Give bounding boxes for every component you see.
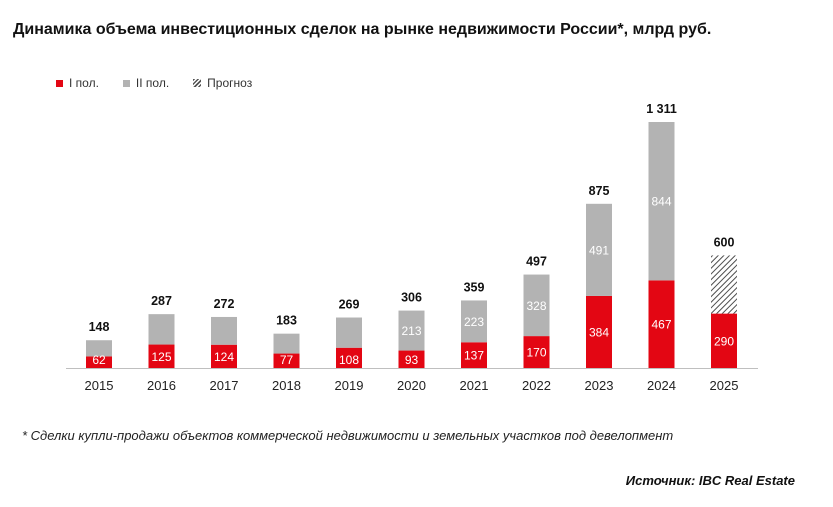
label-h1-2018: 77 bbox=[280, 353, 294, 367]
total-label-2020: 306 bbox=[401, 291, 422, 305]
bar-h1-2023 bbox=[586, 295, 612, 368]
x-tick-label-2019: 2019 bbox=[335, 378, 364, 393]
x-tick-label-2022: 2022 bbox=[522, 378, 551, 393]
bar-h1-2016 bbox=[148, 344, 175, 368]
x-tick-label-2020: 2020 bbox=[397, 378, 426, 393]
legend-item-h1: I пол. bbox=[56, 76, 99, 90]
legend-item-forecast: Прогноз bbox=[193, 76, 252, 90]
label-h2-2023: 491 bbox=[589, 243, 609, 257]
label-h2-2020: 213 bbox=[401, 324, 421, 338]
bar-forecast-2025 bbox=[711, 255, 737, 314]
total-label-2021: 359 bbox=[464, 280, 485, 294]
bar-chart: 62 148 2015 125 287 2016 124 272 2017 77 183 2018 10… bbox=[66, 102, 758, 393]
legend-swatch-forecast bbox=[193, 79, 202, 87]
legend-item-h2: II пол. bbox=[122, 76, 170, 90]
bar-h1-2025 bbox=[711, 313, 737, 368]
legend-label-h2: II пол. bbox=[135, 76, 170, 90]
bar-h2-2022 bbox=[523, 274, 550, 337]
bar-h1-2020 bbox=[398, 350, 425, 368]
footnote: * Сделки купли-продажи объектов коммерче… bbox=[22, 428, 674, 443]
legend-swatch-h2 bbox=[122, 79, 130, 87]
total-label-2024: 1 311 bbox=[646, 102, 677, 116]
chart-legend: I пол. II пол. Прогноз bbox=[56, 76, 276, 90]
label-h1-2024: 467 bbox=[651, 318, 671, 332]
bar-h2-2017 bbox=[211, 316, 237, 345]
total-label-2015: 148 bbox=[89, 320, 110, 334]
legend-label-h1: I пол. bbox=[69, 76, 99, 90]
bar-h2-2019 bbox=[336, 317, 362, 348]
x-tick-label-2023: 2023 bbox=[585, 378, 614, 393]
total-label-2019: 269 bbox=[339, 298, 360, 312]
label-h1-2025: 290 bbox=[714, 334, 734, 348]
label-h1-2016: 125 bbox=[151, 350, 171, 364]
bar-h1-2018 bbox=[273, 353, 300, 368]
label-h1-2019: 108 bbox=[339, 353, 359, 367]
bar-h1-2015 bbox=[86, 356, 112, 368]
label-h1-2020: 93 bbox=[405, 353, 419, 367]
label-h1-2021: 137 bbox=[464, 349, 484, 363]
bar-h1-2021 bbox=[461, 342, 487, 368]
bar-h2-2024 bbox=[648, 122, 675, 281]
chart-title: Динамика объема инвестиционных сделок на… bbox=[13, 21, 712, 38]
bar-h2-2023 bbox=[586, 203, 612, 296]
bar-h1-2017 bbox=[211, 344, 237, 368]
label-h1-2023: 384 bbox=[589, 325, 609, 339]
bar-h2-2021 bbox=[461, 300, 487, 343]
x-tick-label-2024: 2024 bbox=[647, 378, 676, 393]
label-h2-2022: 328 bbox=[526, 299, 546, 313]
label-h2-2024: 844 bbox=[651, 195, 671, 209]
label-h1-2022: 170 bbox=[526, 346, 546, 360]
total-label-2023: 875 bbox=[589, 184, 610, 198]
bar-h1-2022 bbox=[523, 336, 550, 368]
label-h1-2017: 124 bbox=[214, 350, 234, 364]
x-tick-label-2017: 2017 bbox=[210, 378, 239, 393]
legend-swatch-h1 bbox=[56, 79, 63, 87]
x-tick-label-2015: 2015 bbox=[85, 378, 114, 393]
total-label-2017: 272 bbox=[214, 297, 235, 311]
total-label-2025: 600 bbox=[714, 235, 735, 249]
source-note: Источник: IBC Real Estate bbox=[625, 473, 795, 488]
bar-h2-2016 bbox=[148, 314, 175, 345]
x-tick-label-2018: 2018 bbox=[272, 378, 301, 393]
x-tick-label-2025: 2025 bbox=[710, 378, 739, 393]
x-tick-label-2016: 2016 bbox=[147, 378, 176, 393]
bar-h2-2020 bbox=[398, 310, 425, 351]
bar-h1-2019 bbox=[336, 347, 362, 368]
total-label-2018: 183 bbox=[276, 314, 297, 328]
bar-h2-2018 bbox=[273, 333, 300, 354]
bar-h2-2015 bbox=[86, 340, 112, 357]
label-h1-2015: 62 bbox=[92, 353, 106, 367]
bar-h1-2024 bbox=[648, 280, 675, 368]
x-tick-label-2021: 2021 bbox=[460, 378, 489, 393]
total-label-2022: 497 bbox=[526, 255, 547, 269]
total-label-2016: 287 bbox=[151, 294, 172, 308]
label-h2-2021: 223 bbox=[464, 315, 484, 329]
legend-label-forecast: Прогноз bbox=[207, 76, 253, 90]
